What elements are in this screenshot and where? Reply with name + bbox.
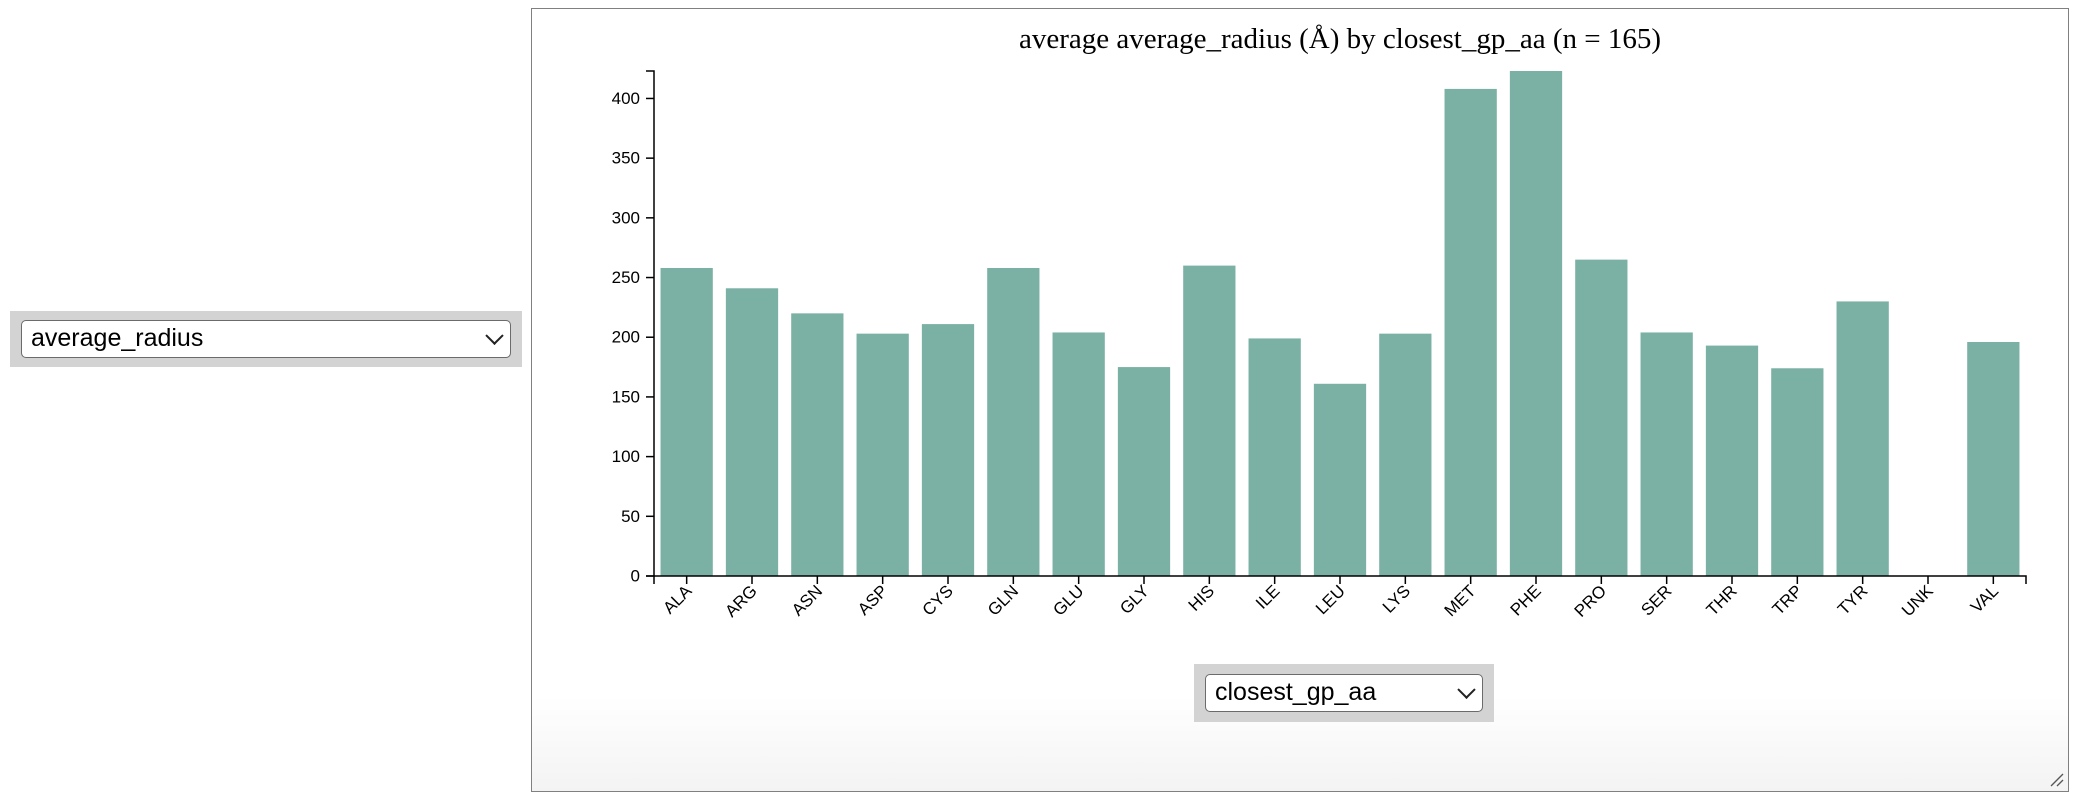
resize-grip-icon[interactable] xyxy=(2048,771,2064,787)
bar-ala xyxy=(660,267,713,576)
y-variable-select[interactable]: average_radius xyxy=(21,320,511,358)
bar-trp xyxy=(1771,368,1824,576)
x-tick-label: UNK xyxy=(1898,581,1937,620)
x-tick-label: ALA xyxy=(659,581,696,618)
x-tick-label: TRP xyxy=(1769,581,1806,618)
x-tick-label: GLN xyxy=(984,581,1022,619)
y-tick-label: 100 xyxy=(612,447,640,466)
x-tick-label: GLU xyxy=(1049,581,1087,619)
bar-phe xyxy=(1509,71,1563,576)
y-tick-label: 250 xyxy=(612,268,640,287)
chart-panel: average average_radius (Å) by closest_gp… xyxy=(531,8,2069,792)
bar-gly xyxy=(1117,367,1171,576)
y-tick-label: 300 xyxy=(612,208,640,227)
bar-asn xyxy=(791,313,844,576)
y-variable-select-container: average_radius xyxy=(10,311,522,367)
x-tick-label: THR xyxy=(1703,581,1741,619)
bar-met xyxy=(1444,88,1497,576)
x-tick-label: TYR xyxy=(1834,581,1871,618)
bar-lys xyxy=(1379,333,1432,576)
bar-gln xyxy=(987,267,1040,576)
bar-arg xyxy=(725,288,779,576)
x-variable-select-value: closest_gp_aa xyxy=(1215,678,1377,706)
x-tick-label: GLY xyxy=(1116,581,1153,618)
y-tick-label: 150 xyxy=(612,387,640,406)
bars-layer xyxy=(660,71,2020,576)
y-axis-line xyxy=(646,70,655,577)
bar-leu xyxy=(1313,383,1367,576)
bar-tyr xyxy=(1836,301,1889,576)
bar-pro xyxy=(1575,259,1628,576)
bar-ile xyxy=(1248,338,1301,576)
y-tick-label: 50 xyxy=(621,507,640,526)
bar-cys xyxy=(921,324,975,576)
chevron-down-icon xyxy=(485,326,504,345)
x-tick-label: PHE xyxy=(1507,581,1545,619)
y-tick-label: 350 xyxy=(612,149,640,168)
chart-title: average average_radius (Å) by closest_gp… xyxy=(1019,23,1661,55)
y-tick-label: 200 xyxy=(612,328,640,347)
x-tick-label: SER xyxy=(1637,581,1675,619)
x-tick-label: LEU xyxy=(1312,581,1349,618)
x-tick-label: HIS xyxy=(1185,581,1218,614)
x-tick-label: VAL xyxy=(1967,581,2002,616)
bar-glu xyxy=(1052,332,1105,576)
x-tick-label: ARG xyxy=(721,581,760,620)
bar-chart: average average_radius (Å) by closest_gp… xyxy=(612,23,2027,621)
x-tick-label: CYS xyxy=(919,581,957,619)
bar-val xyxy=(1967,342,2020,576)
x-tick-label: ILE xyxy=(1252,581,1283,612)
chevron-down-icon xyxy=(1457,680,1476,699)
y-tick-label: 0 xyxy=(631,567,640,586)
bar-his xyxy=(1183,265,1236,576)
x-tick-label: MET xyxy=(1441,581,1480,620)
x-tick-label: LYS xyxy=(1379,581,1414,616)
y-tick-label: 400 xyxy=(612,89,640,108)
x-tick-label: ASP xyxy=(854,581,891,618)
bar-thr xyxy=(1705,345,1759,576)
bar-ser xyxy=(1640,332,1693,576)
y-variable-select-value: average_radius xyxy=(31,324,204,352)
x-variable-select[interactable]: closest_gp_aa xyxy=(1205,674,1483,712)
x-tick-label: ASN xyxy=(788,581,826,619)
x-variable-select-container: closest_gp_aa xyxy=(1194,664,1494,722)
x-tick-label: PRO xyxy=(1571,581,1610,620)
bar-asp xyxy=(856,333,909,576)
